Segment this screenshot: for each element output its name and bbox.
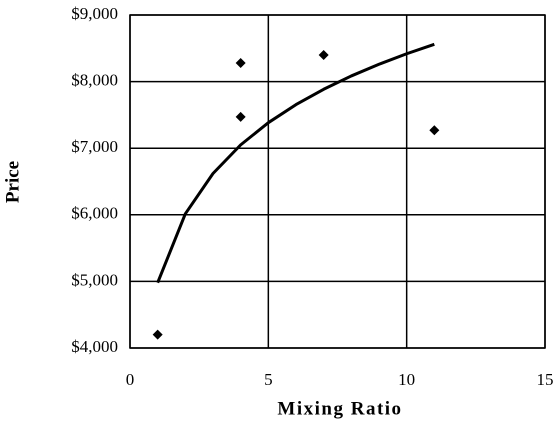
point: [235, 57, 246, 68]
y-tick-label: $8,000: [71, 71, 118, 90]
point: [235, 111, 246, 122]
y-tick-label: $6,000: [71, 204, 118, 223]
point: [318, 49, 329, 60]
x-tick-label: 0: [126, 370, 135, 389]
x-tick-label: 5: [264, 370, 273, 389]
plot-area: [129, 14, 546, 349]
y-tick-label: $5,000: [71, 270, 118, 289]
x-tick-label: 10: [398, 370, 415, 389]
x-axis-label: Mixing Ratio: [277, 398, 402, 419]
point: [152, 329, 163, 340]
y-tick-label: $9,000: [71, 4, 118, 23]
point: [429, 125, 440, 136]
x-tick-label: 15: [537, 370, 554, 389]
y-tick-label: $7,000: [71, 137, 118, 156]
y-tick-label: $4,000: [71, 337, 118, 356]
y-axis-label: Price: [2, 161, 23, 203]
trend-line: [156, 42, 435, 284]
